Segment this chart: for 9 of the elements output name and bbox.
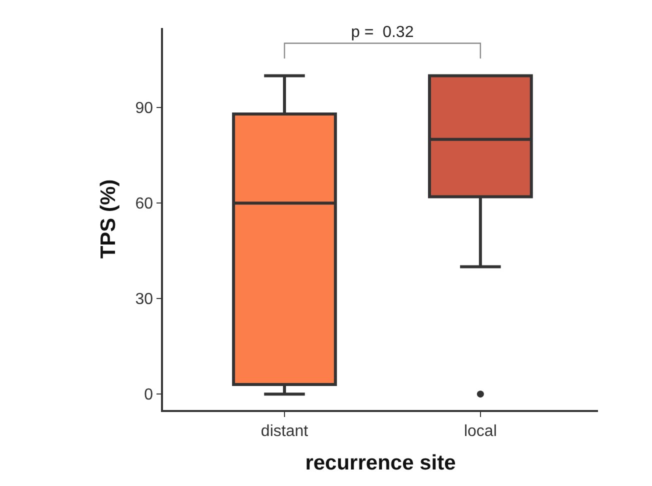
annotation: p = 0.32 (351, 24, 414, 41)
x-axis-title: recurrence site (305, 452, 456, 475)
y-tick-label: 0 (144, 386, 154, 404)
y-tick-label: 30 (135, 291, 154, 308)
y-tick-label: 90 (135, 100, 154, 118)
x-tick-label: distant (260, 422, 309, 440)
x-tick-label: local (464, 422, 497, 440)
y-axis-title: TPS (%) (96, 179, 120, 259)
y-tick-label: 60 (135, 196, 154, 213)
